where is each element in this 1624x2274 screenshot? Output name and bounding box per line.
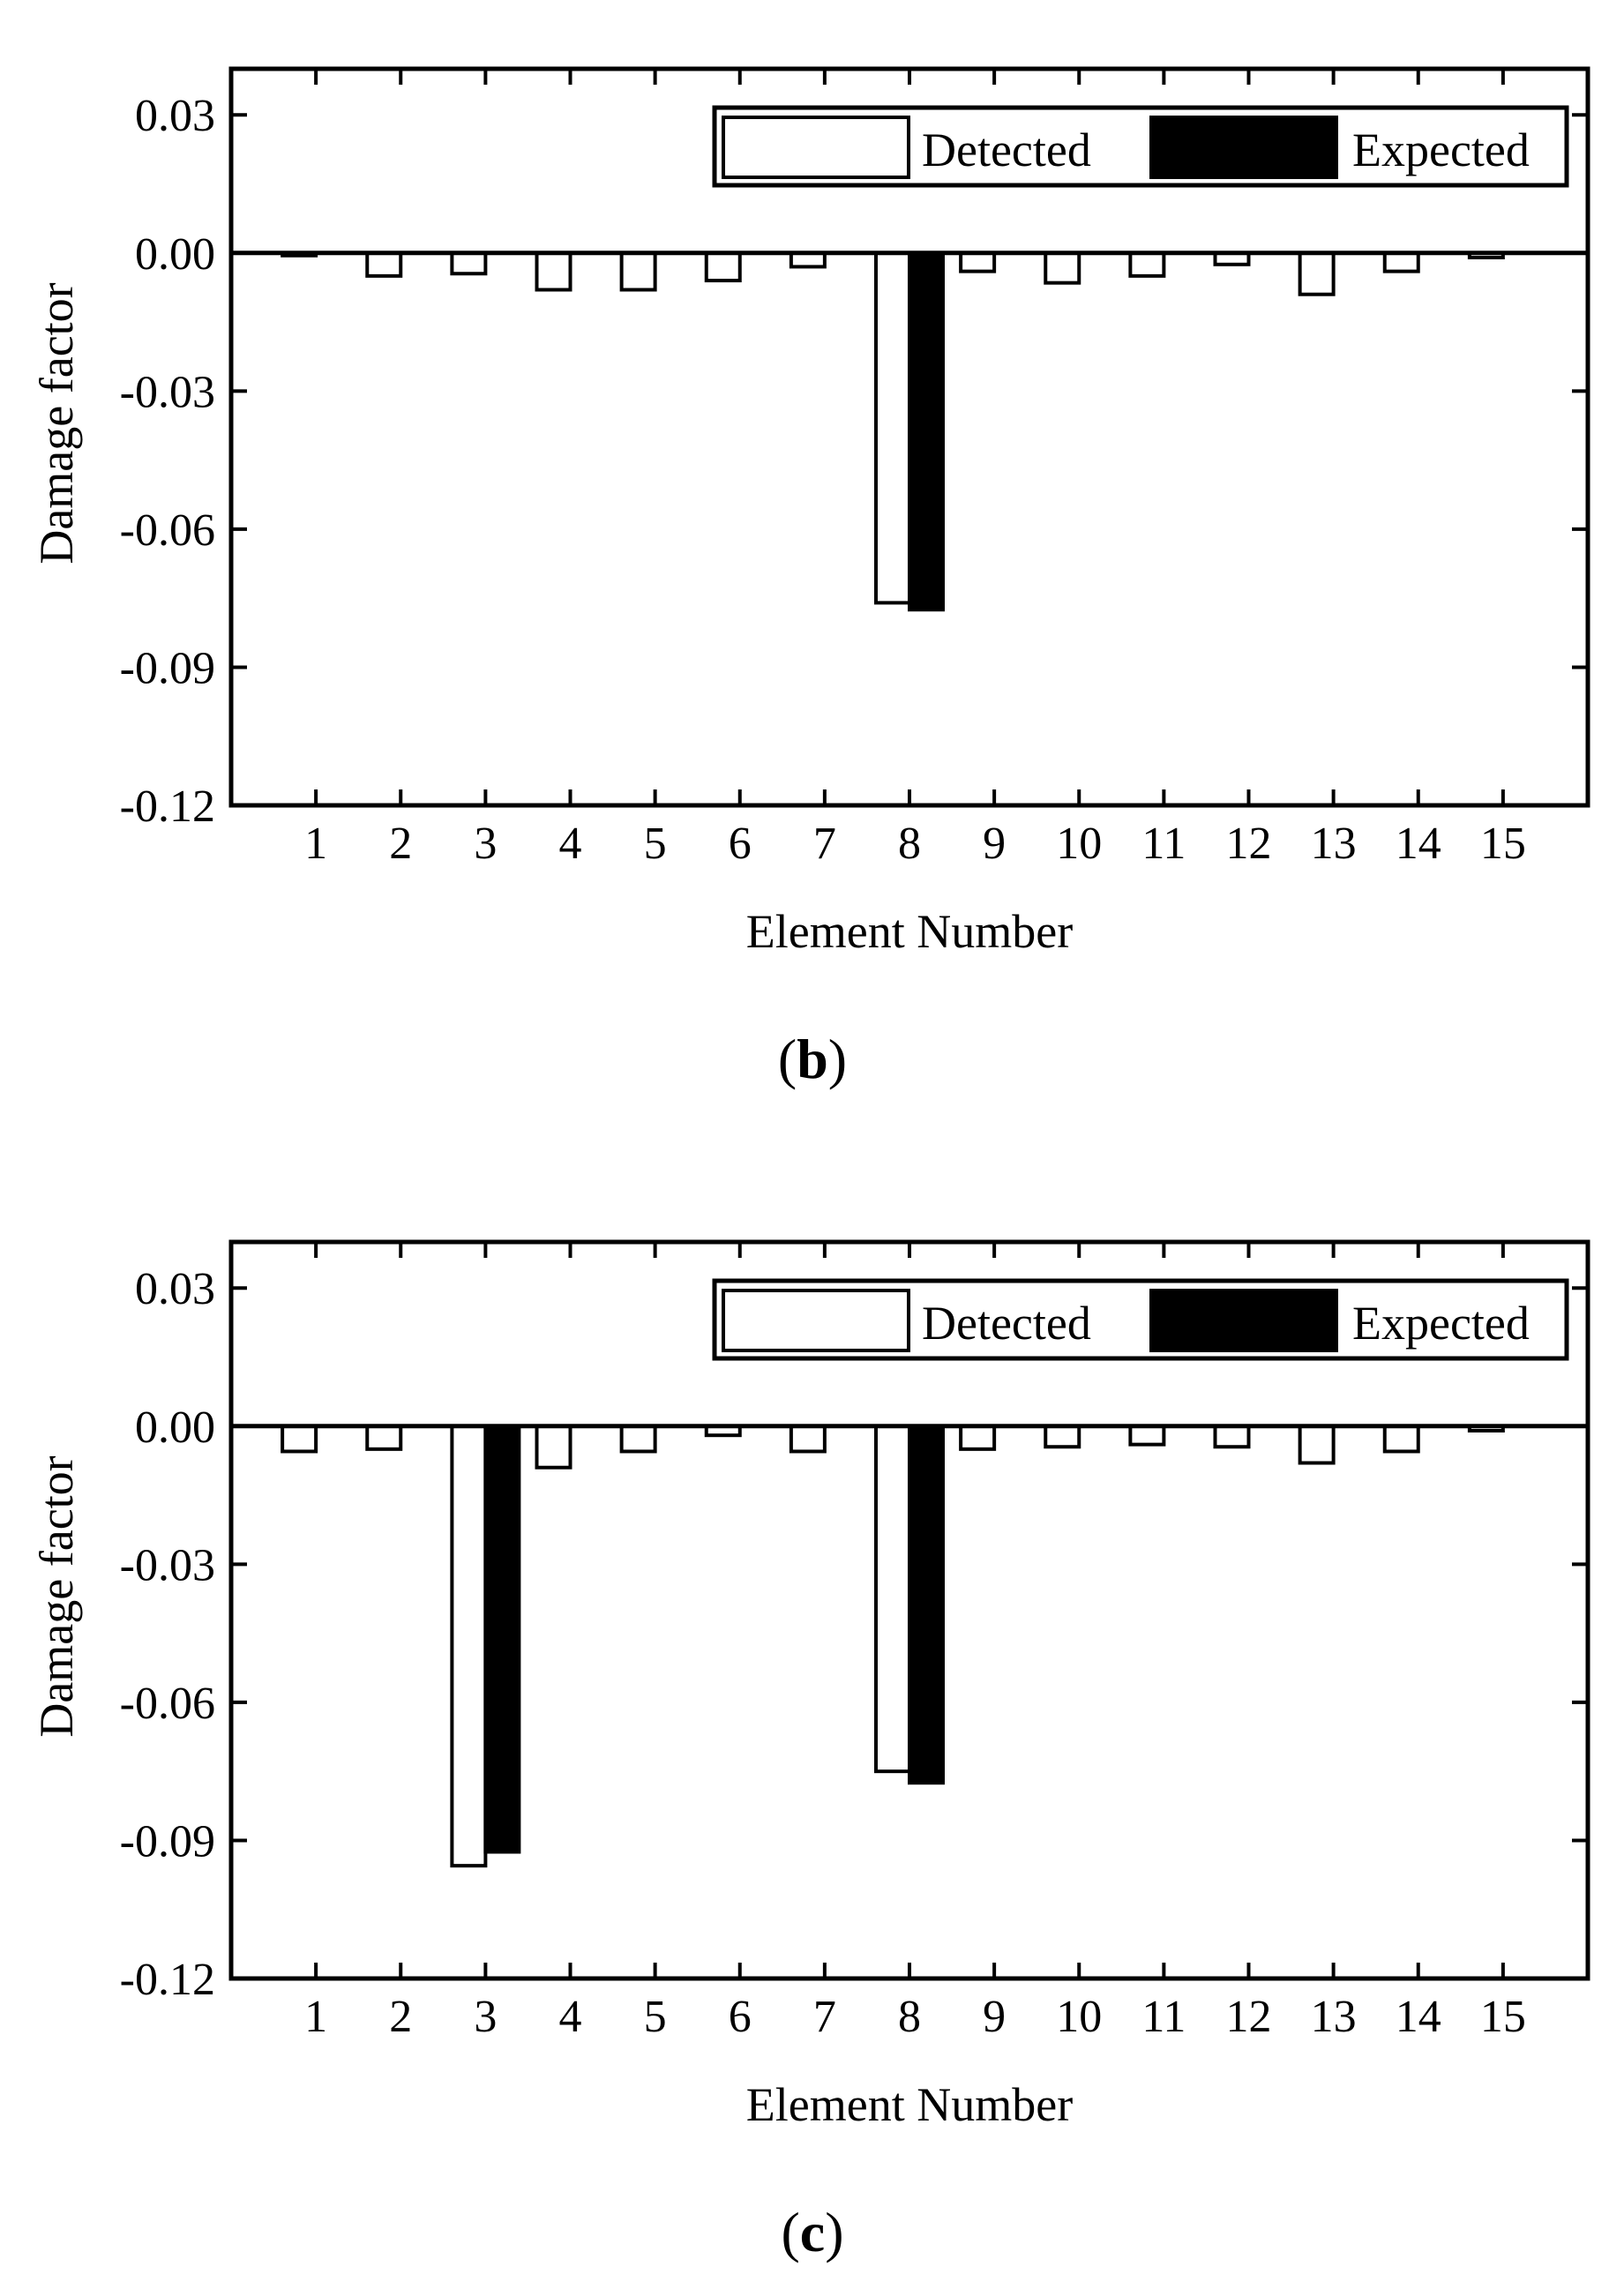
bar-detected bbox=[535, 251, 573, 292]
y-tick-label: -0.09 bbox=[120, 1816, 215, 1866]
y-tick-label: 0.00 bbox=[135, 229, 215, 280]
bar-detected bbox=[365, 251, 403, 278]
panel-letter: b bbox=[797, 1028, 828, 1090]
x-tick-label: 11 bbox=[1141, 819, 1186, 869]
x-tick-label: 14 bbox=[1396, 819, 1441, 869]
x-tick-label: 9 bbox=[983, 819, 1006, 869]
x-axis-title: Element Number bbox=[746, 905, 1073, 958]
y-tick-label: -0.06 bbox=[120, 505, 215, 556]
panel-caption: (b) bbox=[778, 1028, 847, 1090]
x-tick-label: 6 bbox=[729, 1992, 752, 2042]
x-tick-label: 15 bbox=[1480, 819, 1526, 869]
x-tick-label: 13 bbox=[1311, 1992, 1357, 2042]
legend: Detected Expected bbox=[712, 1278, 1569, 1361]
x-tick-label: 6 bbox=[729, 819, 752, 869]
x-tick-label: 10 bbox=[1056, 819, 1102, 869]
y-tick-label: -0.12 bbox=[120, 1955, 215, 2005]
y-axis-title: Damage factor bbox=[30, 1455, 83, 1737]
x-tick-label: 10 bbox=[1056, 1992, 1102, 2042]
bar-detected bbox=[959, 1424, 997, 1451]
bar-detected bbox=[281, 1424, 318, 1454]
bar-detected bbox=[1128, 251, 1166, 278]
legend-swatch-expected bbox=[1149, 116, 1338, 179]
bar-detected bbox=[619, 1424, 657, 1454]
bar-detected bbox=[1382, 251, 1420, 273]
bars bbox=[281, 251, 1505, 612]
legend-swatch-detected bbox=[722, 1289, 910, 1352]
y-tick-labels: 0.03 0.00 -0.03 -0.06 -0.09 -0.12 bbox=[120, 91, 215, 832]
bar-detected bbox=[1128, 1424, 1166, 1447]
x-tick-label: 8 bbox=[898, 819, 921, 869]
panel-letter: c bbox=[800, 2201, 825, 2263]
x-tick-label: 5 bbox=[644, 1992, 667, 2042]
bar-expected bbox=[908, 251, 945, 612]
x-tick-label: 3 bbox=[474, 1992, 497, 2042]
x-tick-label: 3 bbox=[474, 819, 497, 869]
x-tick-label: 7 bbox=[813, 1992, 836, 2042]
x-tick-label: 5 bbox=[644, 819, 667, 869]
bar-detected bbox=[1213, 1424, 1251, 1449]
legend-swatch-detected bbox=[722, 116, 910, 179]
chart-panel-b: 0.03 0.00 -0.03 -0.06 -0.09 -0.12 1 2 3 … bbox=[30, 66, 1590, 1090]
x-tick-label: 12 bbox=[1226, 819, 1272, 869]
x-tick-label: 12 bbox=[1226, 1992, 1272, 2042]
bar-detected bbox=[619, 251, 657, 292]
x-tick-label: 2 bbox=[389, 819, 412, 869]
legend-label-detected: Detected bbox=[922, 123, 1091, 176]
axis-ticks bbox=[231, 1242, 1588, 1980]
x-tick-label: 4 bbox=[559, 1992, 582, 2042]
x-tick-labels: 1 2 3 4 5 6 7 8 9 10 11 12 13 14 15 bbox=[304, 819, 1526, 869]
x-tick-label: 8 bbox=[898, 1992, 921, 2042]
panel-caption: (c) bbox=[781, 2201, 843, 2263]
bar-detected bbox=[450, 1424, 488, 1868]
y-axis-title: Damage factor bbox=[30, 282, 83, 564]
bar-detected bbox=[874, 1424, 911, 1774]
bar-detected bbox=[1044, 251, 1081, 285]
y-tick-label: 0.03 bbox=[135, 91, 215, 141]
x-axis-title: Element Number bbox=[746, 2078, 1073, 2131]
x-tick-label: 13 bbox=[1311, 819, 1357, 869]
legend-label-detected: Detected bbox=[922, 1297, 1091, 1350]
bar-detected bbox=[535, 1424, 573, 1470]
bar-expected bbox=[908, 1424, 945, 1785]
y-tick-label: 0.00 bbox=[135, 1403, 215, 1453]
bar-detected bbox=[1298, 251, 1336, 296]
bar-detected bbox=[704, 251, 742, 283]
y-tick-label: -0.06 bbox=[120, 1679, 215, 1729]
x-tick-label: 4 bbox=[559, 819, 582, 869]
x-tick-label: 9 bbox=[983, 1992, 1006, 2042]
bar-detected bbox=[789, 1424, 827, 1454]
legend-label-expected: Expected bbox=[1352, 123, 1530, 176]
bar-expected bbox=[483, 1424, 521, 1854]
x-tick-label: 2 bbox=[389, 1992, 412, 2042]
bar-detected bbox=[365, 1424, 403, 1451]
x-tick-label: 15 bbox=[1480, 1992, 1526, 2042]
bar-detected bbox=[1044, 1424, 1081, 1449]
legend-label-expected: Expected bbox=[1352, 1297, 1530, 1350]
bar-detected bbox=[874, 251, 911, 605]
x-tick-label: 1 bbox=[304, 819, 327, 869]
legend-swatch-expected bbox=[1149, 1289, 1338, 1352]
y-tick-label: -0.09 bbox=[120, 643, 215, 693]
y-tick-label: -0.12 bbox=[120, 782, 215, 832]
chart-panel-c: 0.03 0.00 -0.03 -0.06 -0.09 -0.12 1 2 3 … bbox=[30, 1239, 1590, 2263]
x-tick-label: 14 bbox=[1396, 1992, 1441, 2042]
y-tick-labels: 0.03 0.00 -0.03 -0.06 -0.09 -0.12 bbox=[120, 1264, 215, 2005]
y-tick-label: -0.03 bbox=[120, 367, 215, 417]
x-tick-label: 11 bbox=[1141, 1992, 1186, 2042]
x-tick-labels: 1 2 3 4 5 6 7 8 9 10 11 12 13 14 15 bbox=[304, 1992, 1526, 2042]
bar-detected bbox=[1382, 1424, 1420, 1454]
bar-detected bbox=[959, 251, 997, 273]
bar-detected bbox=[1298, 1424, 1336, 1465]
x-tick-label: 1 bbox=[304, 1992, 327, 2042]
bars bbox=[281, 1424, 1505, 1868]
x-tick-label: 7 bbox=[813, 819, 836, 869]
legend: Detected Expected bbox=[712, 105, 1569, 188]
y-tick-label: -0.03 bbox=[120, 1540, 215, 1590]
y-tick-label: 0.03 bbox=[135, 1264, 215, 1314]
bar-detected bbox=[450, 251, 488, 276]
